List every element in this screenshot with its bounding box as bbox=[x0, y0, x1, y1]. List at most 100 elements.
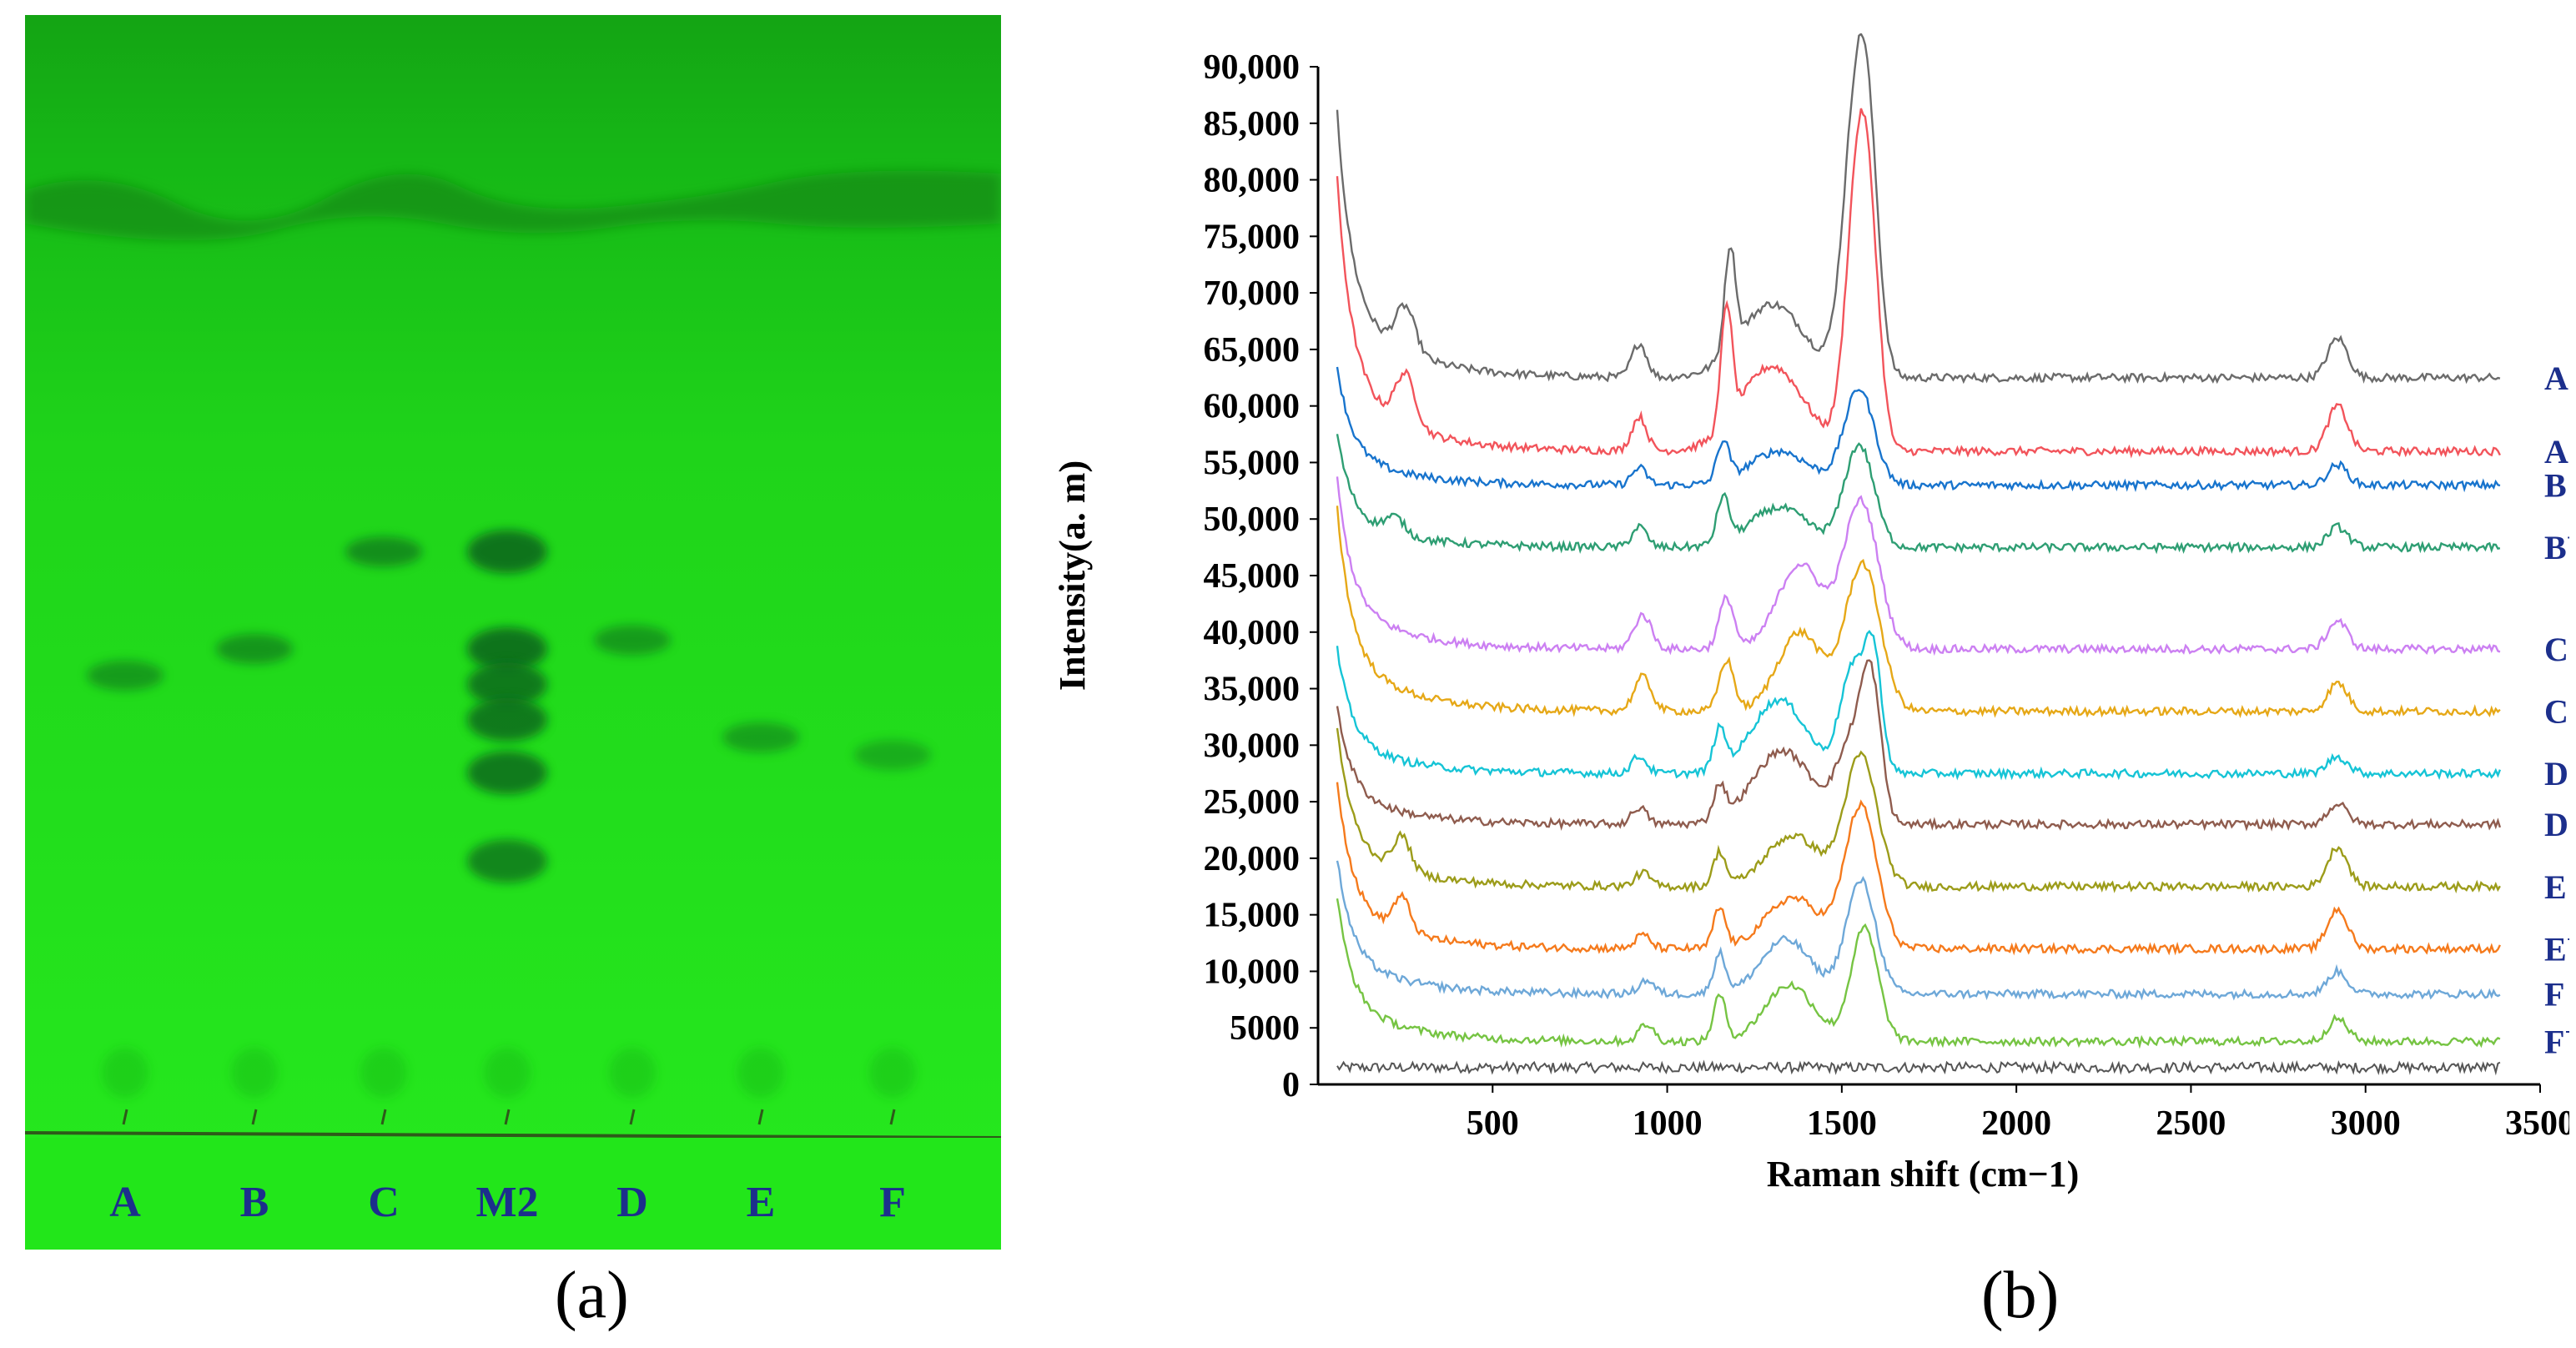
origin-tick-m2 bbox=[504, 1109, 511, 1125]
tlc-spot-e-1 bbox=[722, 722, 799, 752]
lane-label-f: F bbox=[879, 1179, 906, 1226]
y-tick-label: 90,000 bbox=[1204, 48, 1301, 87]
y-tick-label: 20,000 bbox=[1204, 840, 1301, 878]
raman-chart: Intensity(a. m) 0 5000 10,000 15,000 20,000 2… bbox=[1052, 32, 2576, 1195]
series-line-b-plus bbox=[1336, 434, 2501, 555]
tlc-spot-a-1 bbox=[87, 660, 164, 691]
y-tick-label: 65,000 bbox=[1204, 331, 1301, 370]
origin-spot-e bbox=[737, 1048, 784, 1098]
origin-spots bbox=[102, 1048, 916, 1125]
series-line-d-plus bbox=[1336, 659, 2502, 832]
y-tick-label: 60,000 bbox=[1204, 388, 1301, 426]
solvent-front bbox=[25, 170, 1001, 241]
y-tick-label: 30,000 bbox=[1204, 727, 1301, 765]
tlc-spot-m2-2 bbox=[467, 627, 547, 671]
series-label-b: B bbox=[2544, 467, 2567, 505]
tlc-spot-m2-6 bbox=[467, 839, 547, 883]
lane-label-d: D bbox=[616, 1179, 648, 1226]
series-label-c: C bbox=[2544, 631, 2568, 668]
lane-labels: A B C M2 D E F bbox=[109, 1179, 906, 1226]
series-line-d bbox=[1336, 629, 2502, 781]
series-line-e bbox=[1336, 727, 2501, 894]
lane-label-e: E bbox=[747, 1179, 776, 1226]
raman-chart-panel: Intensity(a. m) 0 5000 10,000 15,000 20,000 2… bbox=[1034, 32, 2576, 1201]
series-label-f: F bbox=[2544, 976, 2564, 1014]
y-tick-label: 40,000 bbox=[1204, 614, 1301, 652]
caption-b: (b) bbox=[1981, 1259, 2060, 1332]
y-tick-label: 10,000 bbox=[1204, 953, 1301, 991]
origin-spot-d bbox=[609, 1048, 656, 1098]
x-axis: 500 1000 1500 2000 2500 3000 3500 bbox=[1467, 1084, 2575, 1143]
caption-a: (a) bbox=[555, 1259, 629, 1332]
series-label-f-plus: F+ bbox=[2544, 1019, 2569, 1060]
series-label-e-plus: E+ bbox=[2544, 927, 2569, 968]
y-axis-title-group: Intensity(a. m) bbox=[1052, 460, 1093, 691]
tlc-spot-b-1 bbox=[216, 634, 293, 664]
series-label-d-plus: D+ bbox=[2544, 802, 2569, 843]
label-strip bbox=[25, 1138, 1001, 1250]
x-tick-label: 3000 bbox=[2331, 1104, 2401, 1143]
series-line-baseline bbox=[1336, 1059, 2501, 1076]
y-tick-label: 75,000 bbox=[1204, 218, 1301, 256]
tlc-spot-m2-1 bbox=[467, 530, 547, 574]
y-tick-label: 50,000 bbox=[1204, 500, 1301, 539]
x-tick-label: 2500 bbox=[2156, 1104, 2226, 1143]
y-tick-label: 5000 bbox=[1230, 1009, 1300, 1048]
x-tick-label: 3500 bbox=[2505, 1104, 2569, 1143]
origin-spot-f bbox=[869, 1048, 916, 1098]
origin-tick-e bbox=[757, 1109, 764, 1125]
series-line-a-plus bbox=[1336, 108, 2501, 459]
tlc-spot-m2-5 bbox=[467, 751, 547, 795]
series-label-a-plus: A+ bbox=[2544, 430, 2569, 470]
x-tick-label: 2000 bbox=[1981, 1104, 2051, 1143]
origin-tick-f bbox=[889, 1109, 896, 1125]
lane-label-b: B bbox=[240, 1179, 269, 1226]
series-line-b bbox=[1336, 366, 2501, 493]
tlc-spot-m2-3 bbox=[467, 662, 547, 707]
series-line-a bbox=[1336, 32, 2501, 385]
y-tick-label: 25,000 bbox=[1204, 783, 1301, 822]
series-labels: A A+B B+ C C+ D D+ E E+ F F+ bbox=[2544, 360, 2576, 1061]
y-tick-label: 70,000 bbox=[1204, 274, 1301, 313]
tlc-plate: A B C M2 D E F bbox=[24, 15, 1002, 1250]
x-axis-title: Raman shift (cm−1) bbox=[1767, 1154, 2080, 1195]
series-line-e-plus bbox=[1336, 782, 2501, 956]
tlc-spot-d-1 bbox=[594, 625, 671, 656]
y-tick-label: 55,000 bbox=[1204, 444, 1301, 482]
series-label-b-plus: B+ bbox=[2544, 526, 2569, 566]
series-line-f bbox=[1336, 860, 2501, 1001]
series-label-a: A bbox=[2544, 360, 2568, 397]
series-lines bbox=[1336, 32, 2502, 1076]
series-line-c bbox=[1336, 476, 2501, 656]
y-tick-label: 45,000 bbox=[1204, 557, 1301, 596]
tlc-spot-c-1 bbox=[345, 536, 422, 567]
series-label-d: D bbox=[2544, 755, 2568, 792]
y-axis: 0 5000 10,000 15,000 20,000 25,000 30,000 35,00… bbox=[1204, 48, 1318, 1104]
lane-label-m2: M2 bbox=[475, 1179, 538, 1226]
origin-tick-c bbox=[380, 1109, 387, 1125]
origin-spot-b bbox=[231, 1048, 278, 1098]
y-tick-label: 15,000 bbox=[1204, 897, 1301, 935]
series-label-c-plus: C+ bbox=[2544, 690, 2569, 731]
y-axis-title: Intensity(a. m) bbox=[1052, 460, 1093, 691]
lane-label-c: C bbox=[368, 1179, 400, 1226]
x-tick-label: 1000 bbox=[1633, 1104, 1703, 1143]
tlc-spot-m2-4 bbox=[467, 697, 547, 742]
origin-tick-b bbox=[251, 1109, 258, 1125]
origin-spot-m2 bbox=[484, 1048, 531, 1098]
tlc-spots bbox=[87, 530, 931, 883]
x-tick-label: 500 bbox=[1467, 1104, 1519, 1143]
y-tick-label: 35,000 bbox=[1204, 671, 1301, 709]
series-line-f-plus bbox=[1336, 898, 2501, 1049]
x-tick-label: 1500 bbox=[1807, 1104, 1877, 1143]
series-label-e: E bbox=[2544, 868, 2567, 906]
tlc-spot-f-1 bbox=[854, 740, 931, 771]
tlc-plate-panel: A B C M2 D E F bbox=[24, 15, 1002, 1250]
origin-spot-c bbox=[360, 1048, 407, 1098]
origin-tick-d bbox=[629, 1109, 636, 1125]
y-tick-label: 85,000 bbox=[1204, 105, 1301, 143]
origin-spot-a bbox=[102, 1048, 148, 1098]
y-tick-label: 0 bbox=[1282, 1066, 1300, 1104]
origin-line bbox=[24, 1131, 1002, 1139]
series-line-c-plus bbox=[1336, 506, 2501, 718]
